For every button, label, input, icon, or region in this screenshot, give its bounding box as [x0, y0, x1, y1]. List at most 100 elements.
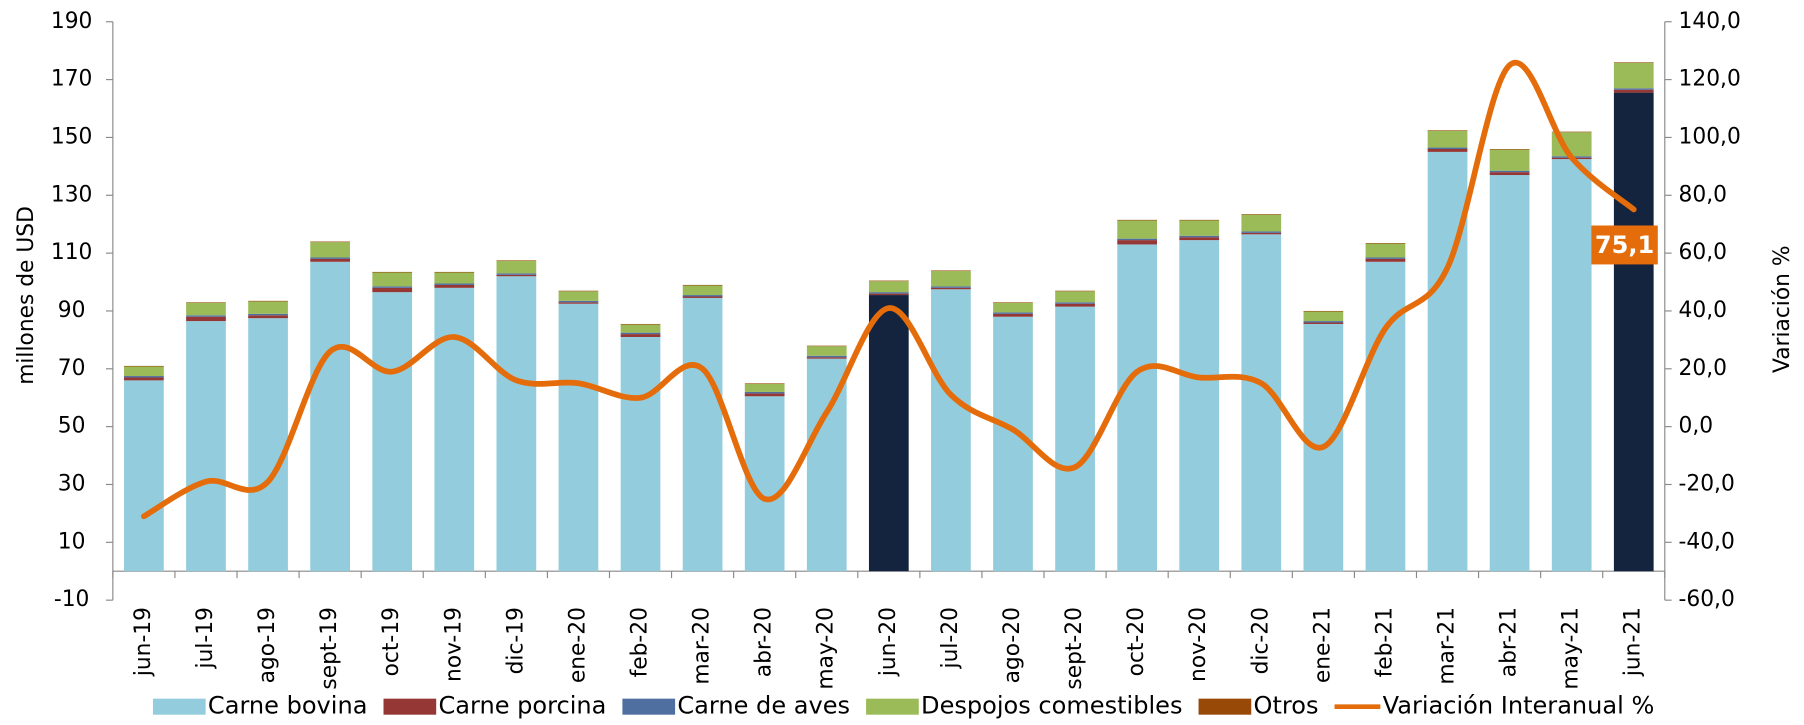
- legend-swatch: [866, 698, 919, 715]
- bar-segment: [1365, 243, 1406, 258]
- bar-segment: [372, 271, 413, 273]
- bar-segment: [1489, 149, 1530, 150]
- bar-segment: [744, 391, 785, 394]
- y2-tick-label: 0,0: [1679, 414, 1714, 439]
- x-tick-label: sept-19: [317, 607, 342, 690]
- bar-segment: [1179, 240, 1220, 572]
- x-tick-label: mar-21: [1435, 607, 1460, 685]
- bar-segment: [993, 312, 1033, 314]
- bar-segment: [1055, 291, 1095, 303]
- bar-segment: [868, 295, 909, 572]
- bar-segment: [1489, 170, 1530, 173]
- bar-segment: [124, 377, 164, 381]
- bar-segment: [1613, 89, 1654, 93]
- bar-segment: [1303, 321, 1344, 323]
- bar-segment: [806, 357, 847, 359]
- bar-segment: [496, 260, 537, 261]
- bar-segment: [1551, 131, 1592, 133]
- bar-segment: [1365, 261, 1406, 572]
- bar-segment: [1179, 237, 1220, 241]
- bar-segment: [496, 260, 537, 274]
- bar-segment: [1489, 175, 1530, 572]
- bar-segment: [1427, 130, 1468, 148]
- bar-segment: [1117, 244, 1158, 572]
- x-tick-label: jul-20: [938, 607, 963, 669]
- y2-tick-label: 40,0: [1679, 298, 1727, 323]
- bar-segment: [558, 290, 599, 292]
- x-tick-label: oct-19: [379, 607, 404, 676]
- bar-segment: [1241, 214, 1282, 232]
- y-tick-label: 50: [58, 414, 86, 439]
- bar-segment: [496, 274, 537, 277]
- bar-segment: [248, 301, 288, 314]
- y-tick-label: 30: [58, 471, 86, 496]
- x-tick-label: feb-21: [1372, 607, 1397, 677]
- bar-segment: [558, 291, 599, 301]
- x-tick-label: feb-20: [628, 607, 653, 677]
- bar-segment: [248, 318, 288, 572]
- legend-label: Variación Interanual %: [1383, 692, 1655, 720]
- legend-swatch: [152, 698, 206, 715]
- bar-segment: [1055, 302, 1095, 304]
- bar-segment: [1117, 219, 1158, 221]
- y2-tick-label: 120,0: [1679, 67, 1741, 92]
- bar-segment: [806, 345, 847, 347]
- y2-tick-label: 140,0: [1679, 9, 1741, 34]
- bar-segment: [372, 286, 413, 288]
- bar-segment: [1055, 290, 1095, 292]
- bar-segment: [1303, 310, 1344, 312]
- bar-segment: [744, 393, 785, 397]
- bar-segment: [310, 258, 350, 262]
- bar-segment: [620, 336, 661, 572]
- line: [141, 59, 1637, 520]
- bar-segment: [1427, 149, 1468, 152]
- x-tick-label: ago-19: [255, 607, 280, 683]
- x-tick-label: dic-20: [1248, 607, 1273, 674]
- bar-segment: [558, 300, 599, 303]
- bar-segment: [931, 270, 971, 272]
- legend-label: Carne bovina: [208, 692, 368, 720]
- x-tick-label: may-20: [814, 607, 839, 690]
- x-tick-label: abr-20: [752, 607, 777, 677]
- bar-segment: [186, 302, 226, 316]
- y-tick-label: 190: [51, 9, 93, 34]
- legend-swatch: [1198, 698, 1252, 715]
- bar-segment: [744, 383, 785, 392]
- bar-segment: [931, 271, 971, 287]
- bar-segment: [1365, 242, 1406, 244]
- bar-segment: [931, 287, 971, 290]
- x-tick-label: ene-20: [565, 607, 590, 683]
- bar-segment: [310, 241, 350, 243]
- bar-segment: [186, 321, 226, 572]
- bar-segment: [806, 355, 847, 358]
- bar-segment: [993, 302, 1033, 313]
- bar-segment: [558, 303, 599, 572]
- bar-segment: [620, 323, 661, 325]
- bar-segment: [806, 346, 847, 356]
- x-tick-label: may-21: [1559, 607, 1584, 690]
- y-tick-label: 150: [51, 124, 93, 149]
- y2-tick-label: 60,0: [1679, 240, 1727, 265]
- bar-segment: [806, 358, 847, 572]
- x-tick-label: nov-19: [441, 607, 466, 682]
- bar-segment: [1613, 62, 1654, 63]
- bar-segment: [434, 271, 475, 273]
- legend-label: Carne de aves: [677, 692, 850, 720]
- bar-segment: [1179, 235, 1220, 238]
- bar-segment: [1117, 220, 1158, 239]
- legend-swatch: [383, 698, 437, 715]
- x-tick-label: oct-20: [1124, 607, 1149, 676]
- bar-segment: [372, 272, 413, 287]
- bar-segment: [1365, 257, 1406, 259]
- bar-segment: [1055, 303, 1095, 307]
- bar-segment: [868, 280, 909, 282]
- bar-segment: [993, 313, 1033, 317]
- y-tick-label: 130: [51, 182, 93, 207]
- bar-segment: [1303, 322, 1344, 324]
- bar-segment: [1055, 306, 1095, 572]
- data-label: 75,1: [1595, 231, 1654, 259]
- x-tick-label: jun-20: [876, 607, 901, 677]
- x-tick-label: ene-21: [1310, 607, 1335, 683]
- bar-segment: [124, 380, 164, 572]
